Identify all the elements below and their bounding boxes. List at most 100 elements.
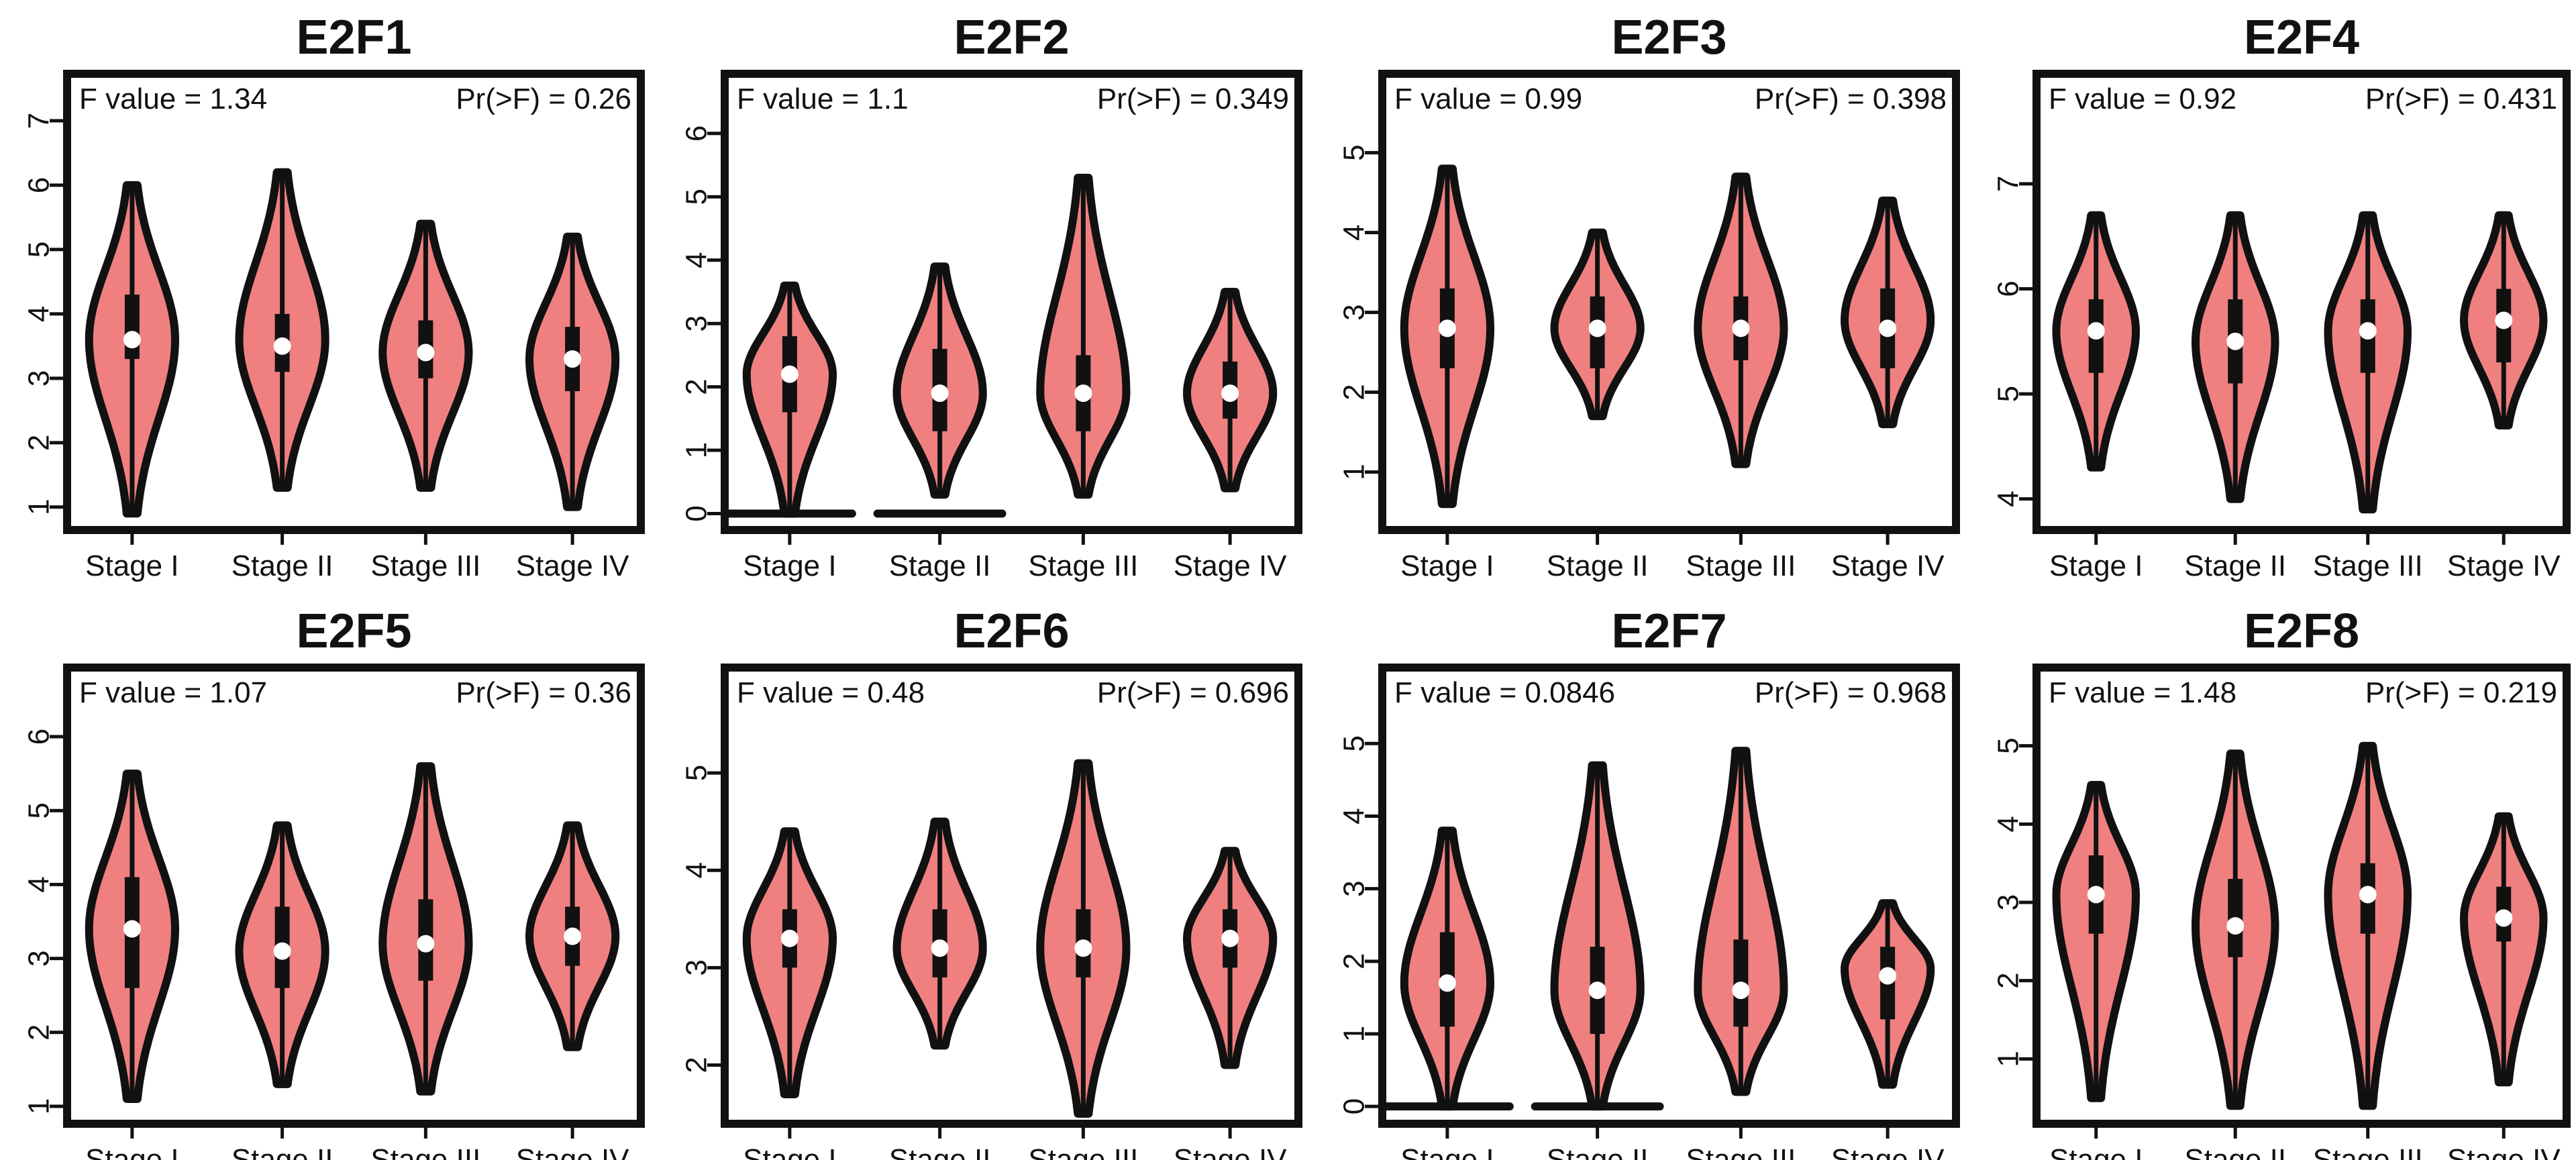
x-tick-label: Stage III bbox=[1028, 549, 1138, 582]
violin-2 bbox=[873, 262, 1007, 518]
plot-frame bbox=[1378, 70, 1960, 534]
violin-2 bbox=[1550, 228, 1645, 421]
y-tick-label: 4 bbox=[1338, 224, 1371, 240]
violin-4 bbox=[1841, 197, 1935, 429]
y-tick-label: 4 bbox=[680, 862, 713, 878]
pr-value-label: Pr(>F) = 0.26 bbox=[456, 83, 631, 115]
x-tick-label: Stage I bbox=[85, 1143, 178, 1160]
median-dot bbox=[931, 384, 949, 403]
y-tick-label: 0 bbox=[680, 505, 713, 521]
median-dot bbox=[1074, 384, 1092, 403]
plot-frame bbox=[721, 664, 1302, 1128]
y-tick-label: 6 bbox=[23, 729, 56, 745]
violin-1 bbox=[1380, 827, 1514, 1111]
median-dot bbox=[2495, 909, 2513, 927]
y-tick-label: 1 bbox=[1992, 1051, 2025, 1067]
pr-value-label: Pr(>F) = 0.968 bbox=[1755, 676, 1947, 709]
median-dot bbox=[780, 929, 798, 947]
median-dot bbox=[123, 920, 141, 938]
plot-frame bbox=[2032, 70, 2571, 534]
y-tick-label: 7 bbox=[23, 113, 56, 129]
x-tick-label: Stage IV bbox=[1174, 1143, 1287, 1160]
violin-3 bbox=[378, 762, 473, 1096]
y-tick-label: 3 bbox=[1338, 304, 1371, 320]
f-value-label: F value = 1.48 bbox=[2049, 676, 2236, 709]
violin-4 bbox=[1183, 847, 1278, 1069]
x-tick-label: Stage IV bbox=[516, 549, 629, 582]
y-tick-label: 4 bbox=[23, 876, 56, 892]
panel-title: E2F6 bbox=[954, 604, 1069, 658]
x-tick-label: Stage IV bbox=[1831, 549, 1945, 582]
y-tick-label: 1 bbox=[1338, 464, 1371, 480]
violin-1 bbox=[1400, 164, 1494, 509]
median-dot bbox=[417, 935, 435, 953]
violin-3 bbox=[2324, 211, 2412, 514]
violin-1 bbox=[85, 181, 179, 518]
y-tick-label: 1 bbox=[680, 442, 713, 458]
pr-value-label: Pr(>F) = 0.398 bbox=[1755, 83, 1947, 115]
x-tick-label: Stage I bbox=[1400, 1143, 1494, 1160]
x-tick-label: Stage III bbox=[2313, 1143, 2423, 1160]
y-tick-label: 2 bbox=[680, 378, 713, 394]
chart-panel-e2f5: E2F5 F value = 1.07 Pr(>F) = 0.36 1 2 3 4 5 6 Sta… bbox=[23, 604, 645, 1160]
violin-3 bbox=[378, 219, 473, 492]
y-tick-label: 1 bbox=[1338, 1026, 1371, 1042]
f-value-label: F value = 1.34 bbox=[79, 83, 267, 115]
f-value-label: F value = 1.1 bbox=[737, 83, 909, 115]
x-tick-label: Stage II bbox=[231, 549, 333, 582]
x-tick-label: Stage III bbox=[370, 549, 480, 582]
x-tick-label: Stage IV bbox=[1174, 549, 1287, 582]
median-dot bbox=[2087, 322, 2105, 340]
y-tick-label: 5 bbox=[680, 189, 713, 205]
violin-2 bbox=[892, 817, 987, 1050]
y-tick-label: 5 bbox=[1338, 735, 1371, 751]
y-tick-label: 3 bbox=[680, 959, 713, 976]
violin-3 bbox=[1694, 172, 1788, 468]
panel-title: E2F4 bbox=[2244, 11, 2359, 64]
plot-frame bbox=[721, 70, 1302, 534]
violin-3 bbox=[1036, 174, 1131, 499]
violin-1 bbox=[742, 827, 837, 1098]
x-tick-label: Stage I bbox=[2049, 549, 2143, 582]
chart-panel-e2f2: E2F2 F value = 1.1 Pr(>F) = 0.349 0 1 2 3 4 5 6 St… bbox=[680, 11, 1302, 582]
y-tick-label: 4 bbox=[1992, 816, 2025, 832]
median-dot bbox=[2087, 886, 2105, 904]
x-tick-label: Stage I bbox=[1400, 549, 1494, 582]
f-value-label: F value = 1.07 bbox=[79, 676, 267, 709]
violin-2 bbox=[235, 821, 329, 1088]
x-tick-label: Stage II bbox=[889, 1143, 991, 1160]
y-tick-label: 4 bbox=[1992, 490, 2025, 507]
y-tick-label: 7 bbox=[1992, 176, 2025, 192]
x-tick-label: Stage III bbox=[2313, 549, 2423, 582]
plot-frame bbox=[63, 664, 645, 1128]
chart-panel-e2f7: E2F7 F value = 0.0846 Pr(>F) = 0.968 0 1 2 3 4 5… bbox=[1338, 604, 1960, 1160]
median-dot bbox=[2226, 917, 2245, 935]
panel-title: E2F8 bbox=[2244, 604, 2359, 658]
median-dot bbox=[564, 350, 582, 368]
y-tick-label: 6 bbox=[680, 125, 713, 142]
y-tick-label: 3 bbox=[680, 315, 713, 331]
violin-3 bbox=[1694, 747, 1788, 1096]
panel-title: E2F7 bbox=[1611, 604, 1727, 658]
median-dot bbox=[1732, 982, 1750, 1000]
median-dot bbox=[1588, 982, 1606, 1000]
y-tick-label: 6 bbox=[1992, 280, 2025, 297]
median-dot bbox=[1221, 929, 1239, 947]
plot-frame bbox=[2032, 664, 2571, 1128]
violin-2 bbox=[2192, 211, 2279, 503]
x-tick-label: Stage II bbox=[2184, 549, 2286, 582]
y-tick-label: 3 bbox=[1338, 880, 1371, 896]
y-tick-label: 5 bbox=[1992, 737, 2025, 753]
x-tick-label: Stage III bbox=[1686, 1143, 1796, 1160]
x-tick-label: Stage IV bbox=[2447, 549, 2561, 582]
chart-panel-e2f3: E2F3 F value = 0.99 Pr(>F) = 0.398 1 2 3 4 5 Sta… bbox=[1338, 11, 1960, 582]
x-tick-label: Stage II bbox=[1547, 549, 1649, 582]
violin-1 bbox=[2052, 781, 2140, 1102]
violin-2 bbox=[235, 168, 329, 492]
median-dot bbox=[1438, 974, 1456, 992]
x-tick-label: Stage III bbox=[370, 1143, 480, 1160]
violin-4 bbox=[1183, 288, 1278, 492]
median-dot bbox=[2226, 332, 2245, 350]
